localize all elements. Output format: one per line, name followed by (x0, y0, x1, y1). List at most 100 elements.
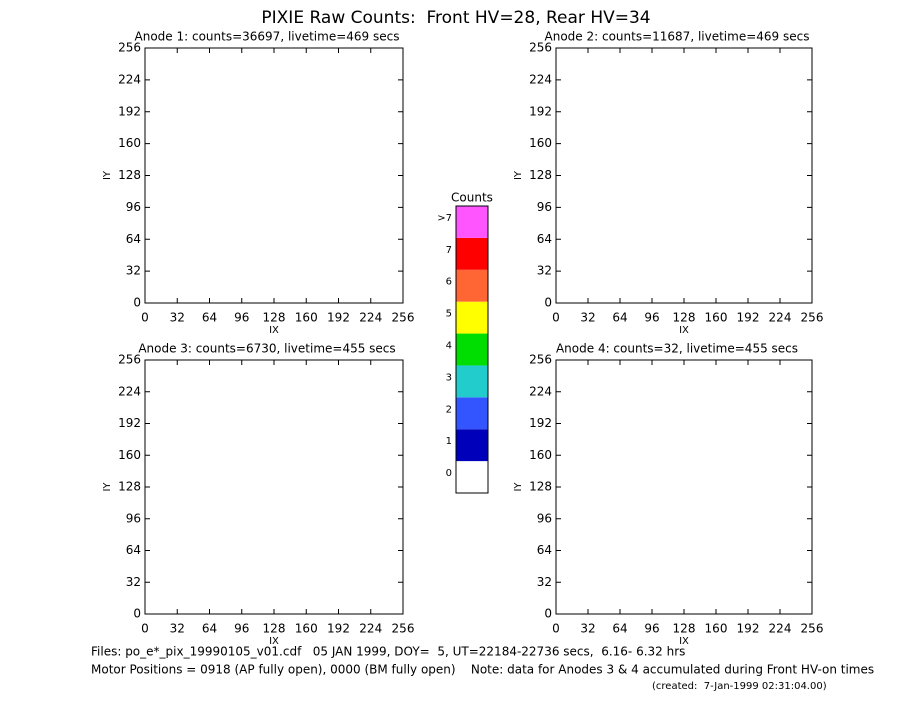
x-tick-label: 96 (644, 311, 659, 325)
y-tick-label: 96 (126, 200, 141, 214)
x-tick-label: 224 (359, 311, 382, 325)
panel-title: Anode 3: counts=6730, livetime=455 secs (138, 342, 395, 356)
x-axis-label: IX (679, 636, 689, 647)
x-tick-label: 32 (170, 622, 185, 636)
colorbar-swatch (456, 365, 488, 398)
y-tick-label: 64 (126, 543, 141, 557)
y-tick-label: 160 (118, 448, 141, 462)
y-tick-label: 128 (529, 168, 552, 182)
colorbar-label: 3 (446, 372, 452, 383)
x-tick-label: 128 (673, 622, 696, 636)
x-tick-label: 64 (612, 622, 627, 636)
x-tick-label: 160 (295, 311, 318, 325)
colorbar-swatch (456, 429, 488, 462)
y-tick-label: 0 (544, 607, 552, 621)
y-tick-label: 128 (118, 480, 141, 494)
x-tick-label: 64 (202, 311, 217, 325)
x-tick-label: 0 (141, 622, 149, 636)
y-tick-label: 0 (544, 296, 552, 310)
panel-title: Anode 4: counts=32, livetime=455 secs (556, 342, 798, 356)
x-tick-label: 32 (170, 311, 185, 325)
colorbar-swatch (456, 461, 488, 493)
x-tick-label: 256 (801, 311, 824, 325)
x-tick-label: 224 (769, 622, 792, 636)
colorbar-swatch (456, 269, 488, 302)
x-tick-label: 128 (263, 622, 286, 636)
x-tick-label: 224 (359, 622, 382, 636)
panel-title: Anode 2: counts=11687, livetime=469 secs (545, 30, 810, 44)
y-tick-label: 64 (537, 232, 552, 246)
x-tick-label: 96 (234, 311, 249, 325)
x-tick-label: 160 (705, 311, 728, 325)
colorbar-swatch (456, 237, 488, 270)
x-tick-label: 64 (612, 311, 627, 325)
colorbar-label: 1 (446, 436, 452, 447)
plot-frame (555, 359, 813, 615)
colorbar-title: Counts (451, 191, 493, 205)
x-tick-label: 0 (141, 311, 149, 325)
x-tick-label: 128 (673, 311, 696, 325)
x-tick-label: 0 (552, 311, 560, 325)
x-tick-label: 256 (392, 311, 415, 325)
y-tick-label: 96 (537, 200, 552, 214)
y-tick-label: 256 (529, 353, 552, 367)
footer-motor: Motor Positions = 0918 (AP fully open), … (91, 663, 874, 677)
x-tick-label: 32 (580, 622, 595, 636)
y-tick-label: 32 (537, 575, 552, 589)
colorbar-label: 5 (446, 309, 452, 320)
x-tick-label: 96 (234, 622, 249, 636)
x-tick-label: 256 (801, 622, 824, 636)
y-axis-label: IY (102, 482, 113, 492)
plot-frame (144, 47, 404, 304)
x-tick-label: 0 (552, 622, 560, 636)
y-tick-label: 192 (118, 104, 141, 118)
y-tick-label: 224 (529, 384, 552, 398)
colorbar-frame (455, 205, 489, 494)
footer-created: (created: 7-Jan-1999 02:31:04.00) (652, 681, 827, 692)
y-tick-label: 64 (126, 232, 141, 246)
y-tick-label: 160 (118, 136, 141, 150)
x-tick-label: 192 (327, 622, 350, 636)
colorbar-label: >7 (437, 213, 452, 224)
y-axis-label: IY (513, 482, 524, 492)
colorbar-label: 2 (446, 404, 452, 415)
plot-frame (555, 47, 813, 304)
x-tick-label: 192 (737, 311, 760, 325)
colorbar-swatch (456, 301, 488, 334)
page-title: PIXIE Raw Counts: Front HV=28, Rear HV=3… (261, 8, 650, 28)
y-tick-label: 32 (126, 575, 141, 589)
x-axis-label: IX (679, 325, 689, 336)
y-tick-label: 160 (529, 448, 552, 462)
panel-title: Anode 1: counts=36697, livetime=469 secs (135, 30, 400, 44)
y-axis-label: IY (102, 170, 113, 180)
y-tick-label: 160 (529, 136, 552, 150)
y-tick-label: 256 (118, 353, 141, 367)
x-tick-label: 160 (705, 622, 728, 636)
y-tick-label: 128 (118, 168, 141, 182)
x-tick-label: 64 (202, 622, 217, 636)
y-tick-label: 128 (529, 480, 552, 494)
x-tick-label: 32 (580, 311, 595, 325)
x-tick-label: 256 (392, 622, 415, 636)
y-tick-label: 0 (133, 296, 141, 310)
x-axis-label: IX (269, 325, 279, 336)
y-tick-label: 192 (118, 416, 141, 430)
y-tick-label: 96 (126, 511, 141, 525)
x-tick-label: 160 (295, 622, 318, 636)
y-tick-label: 96 (537, 511, 552, 525)
y-tick-label: 192 (529, 416, 552, 430)
colorbar-swatch (456, 206, 488, 238)
y-tick-label: 224 (118, 384, 141, 398)
y-tick-label: 224 (529, 72, 552, 86)
y-tick-label: 224 (118, 72, 141, 86)
y-tick-label: 64 (537, 543, 552, 557)
colorbar-swatch (456, 397, 488, 430)
y-tick-label: 32 (126, 264, 141, 278)
x-tick-label: 192 (327, 311, 350, 325)
y-tick-label: 256 (529, 41, 552, 55)
y-tick-label: 32 (537, 264, 552, 278)
x-tick-label: 128 (263, 311, 286, 325)
y-tick-label: 0 (133, 607, 141, 621)
footer-files: Files: po_e*_pix_19990105_v01.cdf 05 JAN… (91, 645, 685, 659)
